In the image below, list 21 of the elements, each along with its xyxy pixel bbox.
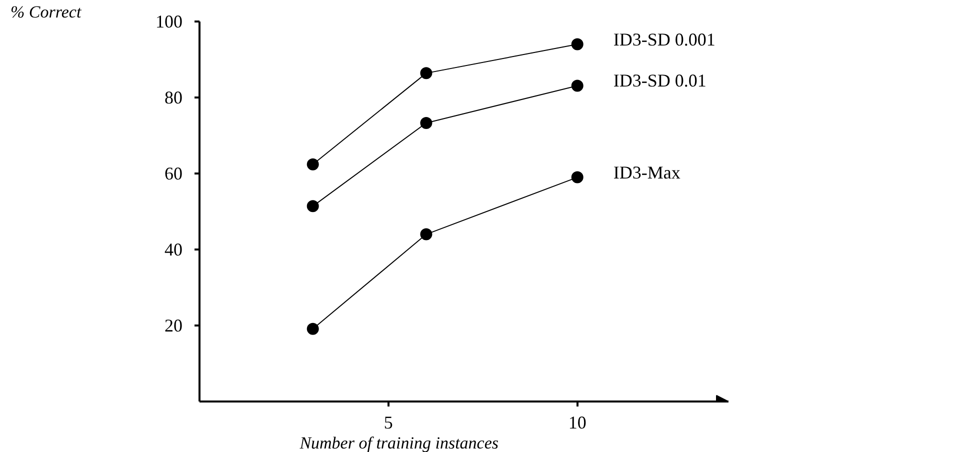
y-axis-title: % Correct	[10, 2, 82, 22]
series-label: ID3-SD 0.01	[613, 70, 706, 91]
point	[420, 67, 432, 80]
x-tick-label: 5	[384, 412, 393, 432]
point	[571, 80, 584, 92]
point	[306, 200, 319, 212]
y-tick-label: 40	[164, 240, 182, 260]
point	[420, 228, 432, 240]
point	[306, 322, 319, 335]
point	[571, 38, 584, 50]
x-tick-label: 10	[568, 412, 586, 432]
series-label: ID3-Max	[613, 162, 680, 182]
series-label: ID3-SD 0.001	[613, 29, 716, 50]
point	[420, 116, 432, 129]
y-tick-label: 100	[156, 12, 182, 32]
y-tick-label: 80	[164, 88, 182, 108]
y-tick-label: 20	[164, 316, 182, 336]
x-axis-title: Number of training instances	[298, 434, 499, 452]
point	[306, 158, 319, 170]
y-tick-label: 60	[164, 164, 182, 184]
point	[571, 171, 584, 184]
